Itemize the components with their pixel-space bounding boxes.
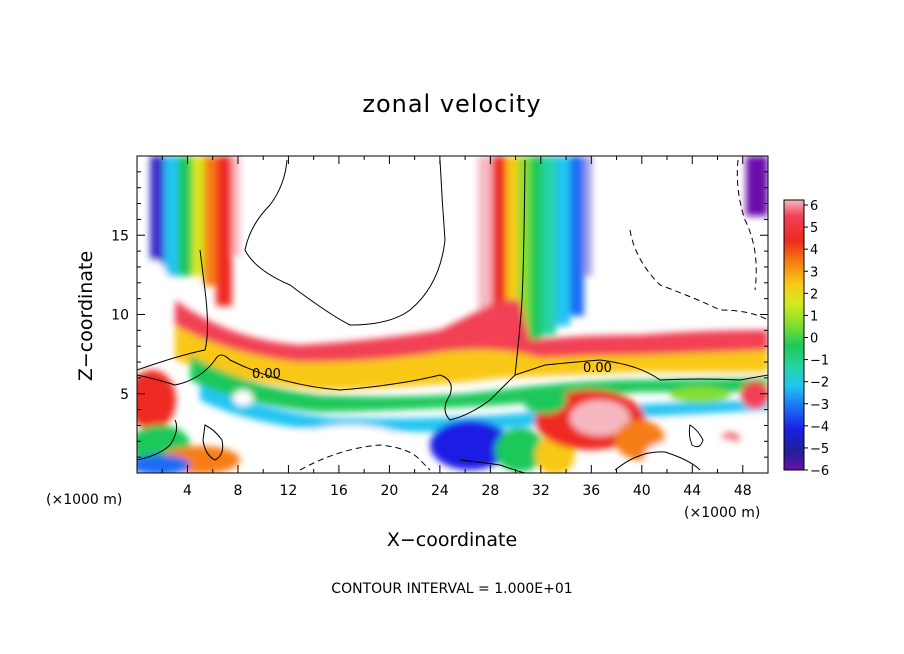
- colorbar-tick-label: −1: [810, 354, 829, 369]
- x-tick-label: 32: [532, 483, 550, 499]
- colorbar-tick-label: −6: [810, 464, 829, 479]
- colorbar-tick-label: 2: [810, 287, 818, 302]
- x-tick-label: 4: [183, 483, 192, 499]
- colorbar-ticks: 6 5 4 3 2 1 0 −1 −2 −3 −4 −5 −6: [804, 199, 829, 479]
- x-tick-label: 40: [633, 483, 651, 499]
- y-axis-label: Z−coordinate: [75, 251, 97, 381]
- colorbar-tick-label: −5: [810, 442, 829, 457]
- contour-lines: [137, 159, 768, 473]
- x-tick-label: 12: [280, 483, 298, 499]
- x-tick-label: 48: [734, 483, 752, 499]
- x-tick-label: 16: [330, 483, 348, 499]
- x-tick-label: 8: [233, 483, 242, 499]
- x-unit-left: (×1000 m): [46, 492, 122, 508]
- contour-interval-note: CONTOUR INTERVAL = 1.000E+01: [331, 581, 572, 597]
- x-tick-label: 20: [380, 483, 398, 499]
- x-tick-label: 28: [481, 483, 499, 499]
- x-axis-label: X−coordinate: [387, 529, 517, 551]
- colorbar-tick-label: 6: [810, 199, 818, 214]
- colorbar-tick-label: 5: [810, 221, 818, 236]
- colorbar-tick-label: 3: [810, 265, 818, 280]
- velocity-field: [137, 156, 768, 473]
- contour-label-left: 0.00: [252, 367, 281, 382]
- colorbar-tick-label: 4: [810, 243, 818, 258]
- x-unit-right: (×1000 m): [684, 505, 760, 521]
- chart-title: zonal velocity: [362, 90, 541, 118]
- x-tick-label: 24: [431, 483, 449, 499]
- y-tick-label: 10: [111, 308, 129, 324]
- colorbar: [783, 199, 805, 471]
- contour-label-right: 0.00: [583, 361, 612, 376]
- x-axis-ticks: 4 8 12 16 20 24 28 32 36 40 44 48: [161, 156, 752, 499]
- y-tick-label: 15: [111, 228, 129, 244]
- y-tick-label: 5: [120, 387, 129, 403]
- y-axis-ticks: 5 10 15: [111, 171, 768, 458]
- colorbar-tick-label: −3: [810, 398, 829, 413]
- colorbar-tick-label: 0: [810, 332, 818, 347]
- colorbar-tick-label: 1: [810, 309, 818, 324]
- colorbar-tick-label: −2: [810, 376, 829, 391]
- colorbar-tick-label: −4: [810, 420, 829, 435]
- x-tick-label: 36: [582, 483, 600, 499]
- x-tick-label: 44: [683, 483, 701, 499]
